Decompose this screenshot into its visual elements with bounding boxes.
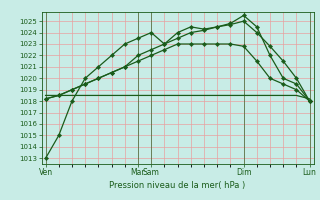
X-axis label: Pression niveau de la mer( hPa ): Pression niveau de la mer( hPa ) [109, 181, 246, 190]
